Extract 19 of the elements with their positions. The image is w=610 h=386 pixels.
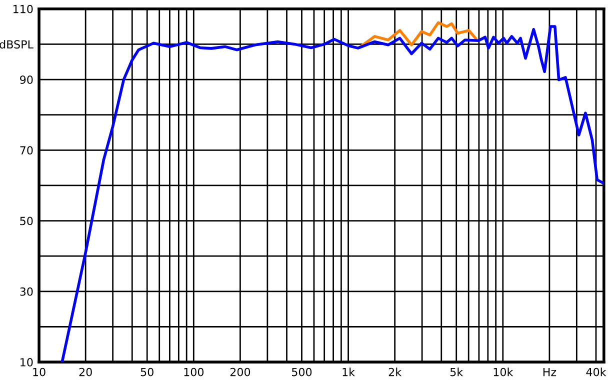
x-tick-label: 500 [292,368,312,376]
x-tick-label: 1k [342,368,355,376]
x-tick-label: 10k [494,368,514,376]
y-tick-label: 50 [20,216,33,226]
y-tick-label: 110 [13,4,33,14]
x-tick-label: 100 [184,368,204,376]
x-tick-label: 5k [450,368,464,376]
x-tick-label: 10 [33,368,46,376]
x-tick-label: 20 [79,368,92,376]
x-tick-label: 200 [230,368,250,376]
x-tick-label: 2k [388,368,402,376]
y-tick-label: dBSPL [0,40,34,49]
x-tick-label: 40k [586,368,606,376]
y-tick-label: 70 [20,146,33,155]
y-tick-label: 30 [20,287,33,296]
y-tick-label: 90 [20,75,33,84]
x-tick-label: 50 [140,368,154,376]
y-tick-label: 10 [20,358,33,366]
x-tick-label: Hz [543,368,556,376]
